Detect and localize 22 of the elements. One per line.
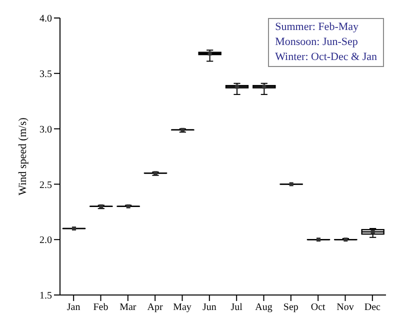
x-tick-label: Dec <box>364 302 382 314</box>
x-tick-label: Aug <box>255 302 272 314</box>
y-tick-label: 3.0 <box>40 124 52 136</box>
x-tick-label: Nov <box>336 302 354 314</box>
annotation: Monsoon: Jun-Sep <box>275 35 359 50</box>
x-tick-label: Feb <box>93 302 108 314</box>
annotation: Summer: Feb-May <box>275 20 360 35</box>
x-tick-label: Apr <box>147 302 164 314</box>
y-tick-label: 2.0 <box>40 235 52 246</box>
x-tick-label: May <box>173 302 192 314</box>
y-tick-label: 1.5 <box>40 290 52 302</box>
y-tick-label: 4.0 <box>40 14 52 25</box>
x-tick-label: Jun <box>202 302 216 314</box>
x-tick-label: Mar <box>120 302 137 314</box>
y-tick-label: 3.5 <box>40 68 52 80</box>
y-axis-title: Wind speed (m/s) <box>16 117 29 196</box>
y-tick-label: 2.5 <box>40 180 52 191</box>
x-tick-label: Sep <box>283 302 298 314</box>
x-tick-label: Jan <box>66 302 80 314</box>
x-tick-label: Jul <box>230 302 243 314</box>
annotation: Winter: Oct-Dec & Jan <box>275 50 377 65</box>
x-tick-label: Oct <box>310 302 326 314</box>
